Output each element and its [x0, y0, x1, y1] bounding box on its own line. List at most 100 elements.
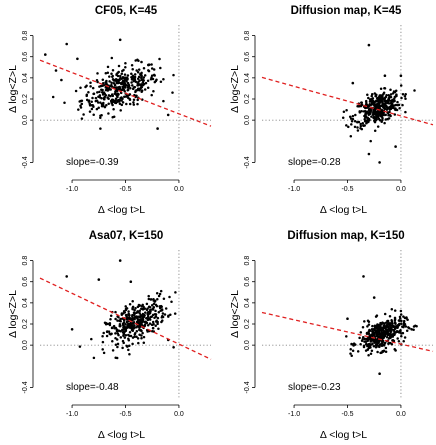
data-points [44, 38, 175, 130]
data-point [135, 320, 139, 324]
data-point [393, 319, 397, 322]
data-point [350, 354, 353, 358]
data-point [397, 319, 401, 322]
y-tick-label: 0.4 [244, 73, 251, 83]
data-point [120, 72, 124, 76]
data-point [358, 336, 361, 340]
data-point [124, 62, 127, 65]
data-point [136, 77, 140, 81]
data-point [168, 295, 171, 299]
data-point [109, 88, 112, 91]
data-point [94, 96, 98, 100]
data-point [122, 319, 126, 322]
data-point [380, 344, 384, 347]
data-point [122, 83, 126, 86]
data-point [399, 74, 403, 77]
data-point [95, 107, 99, 111]
data-point [157, 310, 161, 314]
data-point [367, 96, 370, 100]
data-point [111, 74, 114, 78]
data-point [351, 81, 355, 85]
data-point [136, 70, 140, 74]
data-point [364, 115, 367, 119]
data-point [371, 113, 375, 117]
data-point [137, 87, 141, 91]
data-point [144, 311, 147, 314]
data-point [350, 123, 353, 126]
data-point [412, 328, 415, 331]
data-point [125, 307, 129, 310]
data-point [120, 99, 123, 102]
data-point [132, 103, 136, 106]
data-point [142, 67, 146, 70]
data-point [139, 328, 143, 332]
scatter-panel-4: Diffusion map, K=150 -1.0 -0.5 0.0 -0.4 0.0 0.… [229, 230, 434, 441]
data-point [143, 324, 147, 327]
data-point [374, 340, 377, 344]
data-point [389, 93, 393, 96]
data-point [382, 91, 386, 95]
x-tick-label: 0.0 [396, 186, 406, 193]
data-point [99, 116, 102, 119]
data-point [386, 319, 390, 323]
data-point [111, 78, 115, 81]
y-tick-label: -0.4 [244, 381, 251, 393]
data-point [407, 326, 410, 329]
data-point [397, 340, 401, 343]
data-point [110, 83, 113, 87]
data-point [134, 80, 138, 84]
data-point [357, 105, 361, 108]
data-point [381, 350, 385, 353]
data-point [130, 72, 133, 76]
data-point [162, 99, 165, 103]
data-point [96, 91, 99, 94]
data-point [349, 352, 352, 355]
data-point [365, 332, 369, 335]
data-point [377, 117, 381, 120]
data-point [126, 324, 129, 327]
slope-annotation: slope=-0.48 [66, 382, 119, 393]
data-point [60, 78, 63, 82]
data-point [137, 75, 141, 79]
data-point [350, 120, 354, 123]
data-point [404, 97, 407, 100]
data-point [80, 102, 84, 106]
data-point [125, 344, 128, 348]
data-point [122, 333, 125, 336]
data-point [160, 316, 164, 319]
data-point [138, 79, 141, 82]
y-tick-label: 0.8 [244, 256, 251, 266]
data-point [361, 325, 365, 329]
panel-title: CF05, K=45 [95, 5, 158, 17]
data-point [359, 104, 363, 108]
data-point [383, 104, 386, 107]
data-point [151, 320, 155, 324]
data-point [151, 307, 155, 310]
data-point [128, 302, 132, 306]
data-point [99, 127, 102, 130]
data-point [367, 346, 371, 350]
data-point [389, 330, 392, 333]
data-point [82, 113, 85, 116]
data-point [105, 334, 109, 338]
data-point [377, 335, 381, 339]
data-point [361, 337, 364, 341]
y-tick-label: 0.4 [22, 298, 29, 308]
data-point [381, 98, 384, 101]
data-point [159, 304, 163, 308]
data-point [142, 79, 145, 82]
data-point [116, 319, 119, 322]
x-tick-label: -1.0 [288, 411, 300, 418]
data-point [392, 329, 396, 333]
data-point [370, 92, 374, 96]
data-point [156, 316, 160, 320]
data-point [106, 96, 109, 99]
data-point [393, 316, 397, 320]
data-point [152, 297, 155, 301]
data-point [389, 88, 392, 92]
data-point [121, 346, 124, 350]
data-point [126, 88, 130, 92]
data-point [44, 53, 47, 56]
data-point [113, 99, 117, 103]
data-point [156, 127, 159, 130]
